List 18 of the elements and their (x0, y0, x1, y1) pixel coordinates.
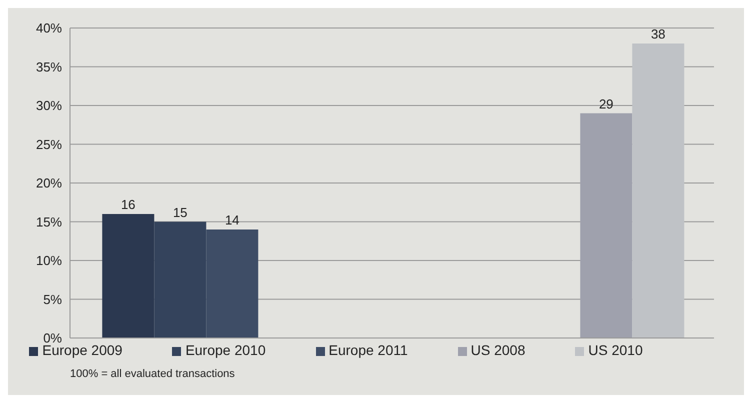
y-tick-label: 35% (36, 59, 62, 74)
legend-label: Europe 2011 (328, 342, 408, 358)
legend-label: Europe 2010 (185, 342, 266, 358)
data-label: 15 (172, 204, 188, 220)
y-tick-label: 40% (36, 20, 62, 36)
y-tick-label: 10% (36, 253, 62, 268)
data-label: 16 (120, 197, 136, 212)
data-label: 29 (598, 96, 614, 112)
legend-label: US 2008 (470, 342, 526, 358)
legend-label: US 2010 (588, 342, 643, 358)
y-tick-label: 15% (36, 214, 62, 230)
y-tick-label: 20% (36, 176, 62, 191)
y-tick-label: 5% (43, 292, 62, 307)
y-tick-label: 25% (36, 136, 62, 152)
data-label: 38 (650, 26, 666, 42)
y-tick-label: 30% (36, 98, 62, 114)
text: 100% = all evaluated transactions (70, 368, 235, 380)
data-label: 14 (224, 212, 240, 228)
